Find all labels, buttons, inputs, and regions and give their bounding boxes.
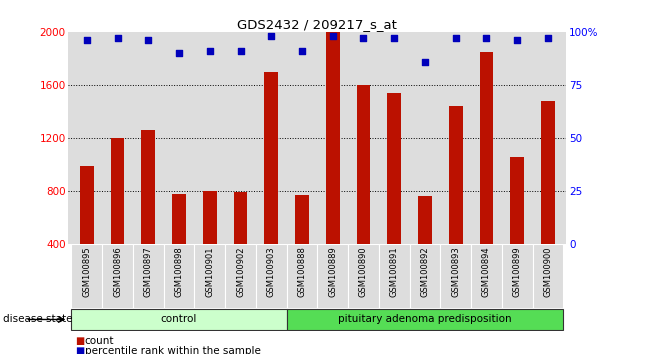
FancyBboxPatch shape (72, 309, 286, 330)
Point (204, 48, 215, 54)
Text: GSM100888: GSM100888 (298, 246, 307, 297)
Point (266, 33, 277, 39)
Bar (418, 196, 432, 244)
Text: GSM100892: GSM100892 (421, 246, 430, 297)
Bar (510, 156, 524, 244)
Bar (80, 166, 94, 244)
Title: GDS2432 / 209217_s_at: GDS2432 / 209217_s_at (238, 18, 397, 31)
Text: GSM100890: GSM100890 (359, 246, 368, 297)
Text: GSM100889: GSM100889 (328, 246, 337, 297)
FancyBboxPatch shape (502, 244, 533, 308)
Point (81, 38, 92, 43)
FancyBboxPatch shape (102, 244, 133, 308)
FancyBboxPatch shape (533, 244, 563, 308)
Text: percentile rank within the sample: percentile rank within the sample (85, 346, 260, 354)
FancyBboxPatch shape (256, 244, 286, 308)
Bar (541, 101, 555, 244)
Point (358, 35, 368, 41)
Text: GSM100897: GSM100897 (144, 246, 153, 297)
Point (143, 38, 154, 43)
Text: GSM100901: GSM100901 (205, 246, 214, 297)
Text: count: count (85, 336, 114, 346)
Text: control: control (161, 314, 197, 324)
Bar (387, 93, 401, 244)
Text: GSM100900: GSM100900 (544, 246, 553, 297)
Text: GSM100896: GSM100896 (113, 246, 122, 297)
FancyBboxPatch shape (286, 309, 563, 330)
FancyBboxPatch shape (133, 244, 163, 308)
Bar (295, 195, 309, 244)
Point (450, 35, 461, 41)
FancyBboxPatch shape (72, 244, 102, 308)
Point (512, 38, 522, 43)
Text: GSM100903: GSM100903 (267, 246, 276, 297)
FancyBboxPatch shape (318, 244, 348, 308)
FancyBboxPatch shape (195, 244, 225, 308)
Bar (357, 85, 370, 244)
FancyBboxPatch shape (348, 244, 379, 308)
Point (297, 48, 307, 54)
Text: GSM100894: GSM100894 (482, 246, 491, 297)
FancyBboxPatch shape (471, 244, 502, 308)
FancyBboxPatch shape (379, 244, 409, 308)
Bar (141, 130, 155, 244)
Bar (234, 193, 247, 244)
Point (235, 48, 245, 54)
Point (389, 35, 400, 41)
Text: GSM100898: GSM100898 (174, 246, 184, 297)
Point (327, 33, 338, 39)
Text: pituitary adenoma predisposition: pituitary adenoma predisposition (338, 314, 512, 324)
Point (113, 35, 123, 41)
Text: ■: ■ (75, 336, 84, 346)
Point (543, 35, 553, 41)
FancyBboxPatch shape (440, 244, 471, 308)
Text: GSM100899: GSM100899 (513, 246, 521, 297)
FancyBboxPatch shape (163, 244, 195, 308)
Point (420, 59, 430, 64)
Text: GSM100895: GSM100895 (82, 246, 91, 297)
Bar (449, 106, 463, 244)
Bar (111, 138, 124, 244)
Bar (203, 191, 217, 244)
Text: GSM100891: GSM100891 (390, 246, 398, 297)
Bar (326, 30, 340, 244)
Text: disease state: disease state (3, 314, 73, 325)
Point (481, 35, 492, 41)
Text: GSM100893: GSM100893 (451, 246, 460, 297)
Bar (264, 72, 278, 244)
Text: ■: ■ (75, 346, 84, 354)
FancyBboxPatch shape (225, 244, 256, 308)
Bar (172, 194, 186, 244)
Bar (480, 52, 493, 244)
FancyBboxPatch shape (409, 244, 440, 308)
Point (174, 50, 184, 56)
FancyBboxPatch shape (286, 244, 318, 308)
Text: GSM100902: GSM100902 (236, 246, 245, 297)
